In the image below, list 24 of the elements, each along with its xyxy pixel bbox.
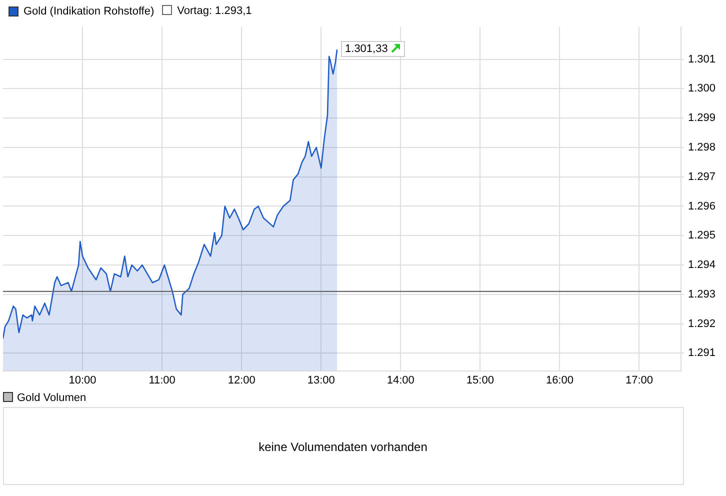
legend-label: Gold (Indikation Rohstoffe) bbox=[24, 6, 154, 18]
annotation: 1.301,33 bbox=[345, 42, 388, 55]
x-tick-label: 16:00 bbox=[546, 374, 574, 386]
text: Gold Volumen bbox=[17, 392, 86, 404]
y-tick-label: 1.292 bbox=[688, 318, 716, 330]
y-tick-label: 1.293 bbox=[688, 288, 716, 300]
y-tick-label: 1.301 bbox=[688, 53, 716, 66]
y-tick-label: 1.298 bbox=[688, 142, 716, 154]
x-tick-label: 11:00 bbox=[148, 374, 176, 386]
y-tick-label: 1.291 bbox=[688, 347, 716, 360]
x-tick-label: 17:00 bbox=[625, 374, 654, 386]
x-tick-label: 12:00 bbox=[228, 374, 256, 386]
y-tick-label: 1.299 bbox=[688, 112, 716, 124]
y-tick-label: 1.295 bbox=[688, 230, 716, 242]
y-tick-label: 1.297 bbox=[688, 170, 716, 183]
x-tick-label: 15:00 bbox=[466, 374, 494, 386]
x-tick-label: 13:00 bbox=[307, 374, 335, 386]
legend-label: Vortag: 1.293,1 bbox=[177, 5, 252, 17]
x-tick-label: 10:00 bbox=[68, 374, 96, 386]
y-tick-label: 1.294 bbox=[688, 259, 716, 272]
text: keine Volumendaten vorhanden bbox=[258, 440, 428, 454]
x-tick-label: 14:00 bbox=[386, 374, 414, 386]
y-tick-label: 1.296 bbox=[688, 200, 716, 212]
y-tick-label: 1.300 bbox=[688, 82, 716, 95]
